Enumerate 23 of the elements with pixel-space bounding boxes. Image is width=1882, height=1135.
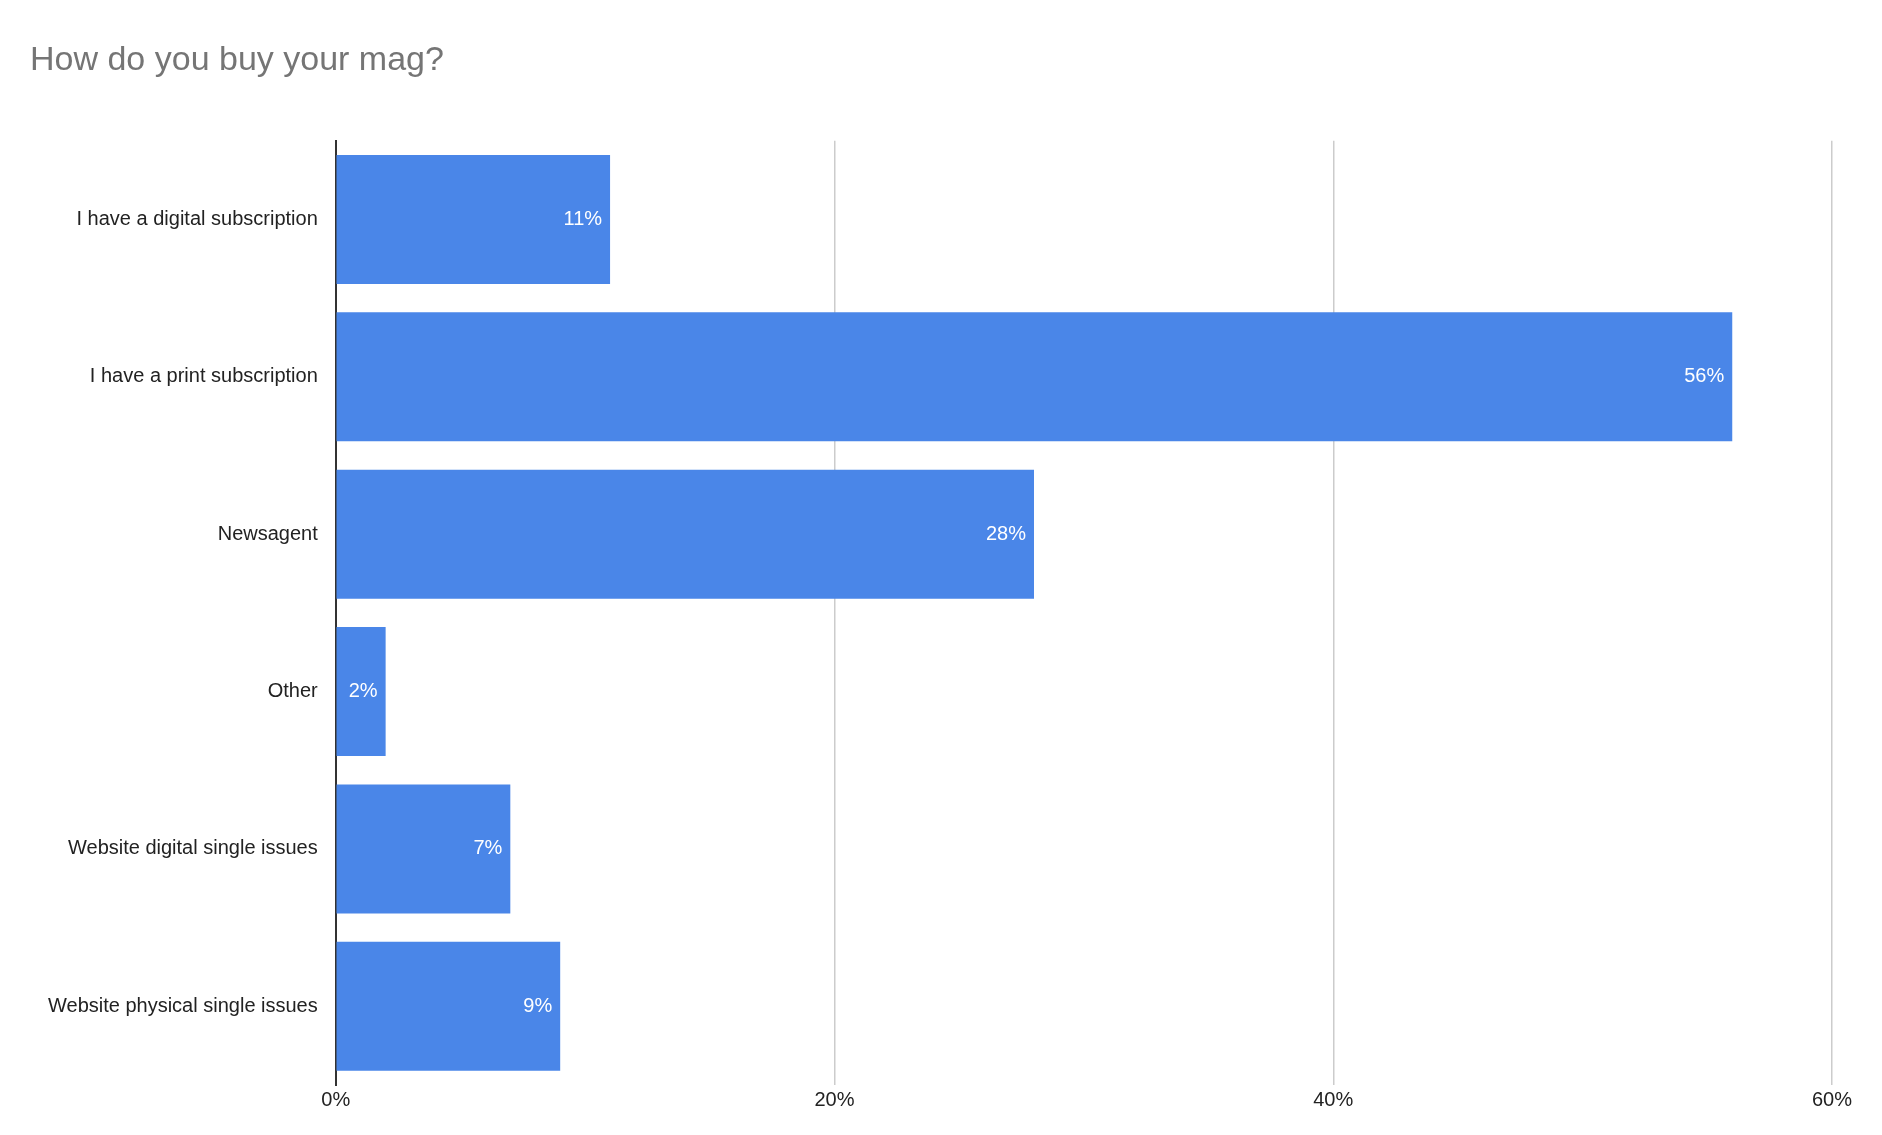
data-label: 2% bbox=[348, 679, 378, 702]
bar bbox=[336, 941, 561, 1071]
data-label: 11% bbox=[563, 207, 603, 229]
y-tick-label: I have a digital subscription bbox=[76, 207, 318, 229]
bar bbox=[336, 154, 611, 284]
y-tick-label: I have a print subscription bbox=[89, 364, 318, 387]
y-tick-label: Other bbox=[267, 679, 319, 702]
data-label: 56% bbox=[1684, 364, 1725, 387]
bar bbox=[336, 469, 1034, 599]
y-tick-label: Website physical single issues bbox=[47, 993, 318, 1016]
bar bbox=[336, 784, 511, 914]
bar bbox=[336, 312, 1733, 442]
data-label: 7% bbox=[473, 836, 503, 859]
x-tick-label: 60% bbox=[1811, 1087, 1853, 1110]
chart-title: How do you buy your mag? bbox=[30, 38, 444, 77]
x-tick-label: 0% bbox=[321, 1087, 351, 1110]
data-label: 9% bbox=[523, 993, 553, 1016]
x-tick-label: 40% bbox=[1313, 1087, 1354, 1110]
data-label: 28% bbox=[985, 521, 1027, 544]
y-tick-label: Newsagent bbox=[217, 521, 319, 544]
bar bbox=[336, 627, 386, 757]
x-tick-label: 20% bbox=[814, 1087, 855, 1110]
y-tick-label: Website digital single issues bbox=[67, 836, 318, 859]
